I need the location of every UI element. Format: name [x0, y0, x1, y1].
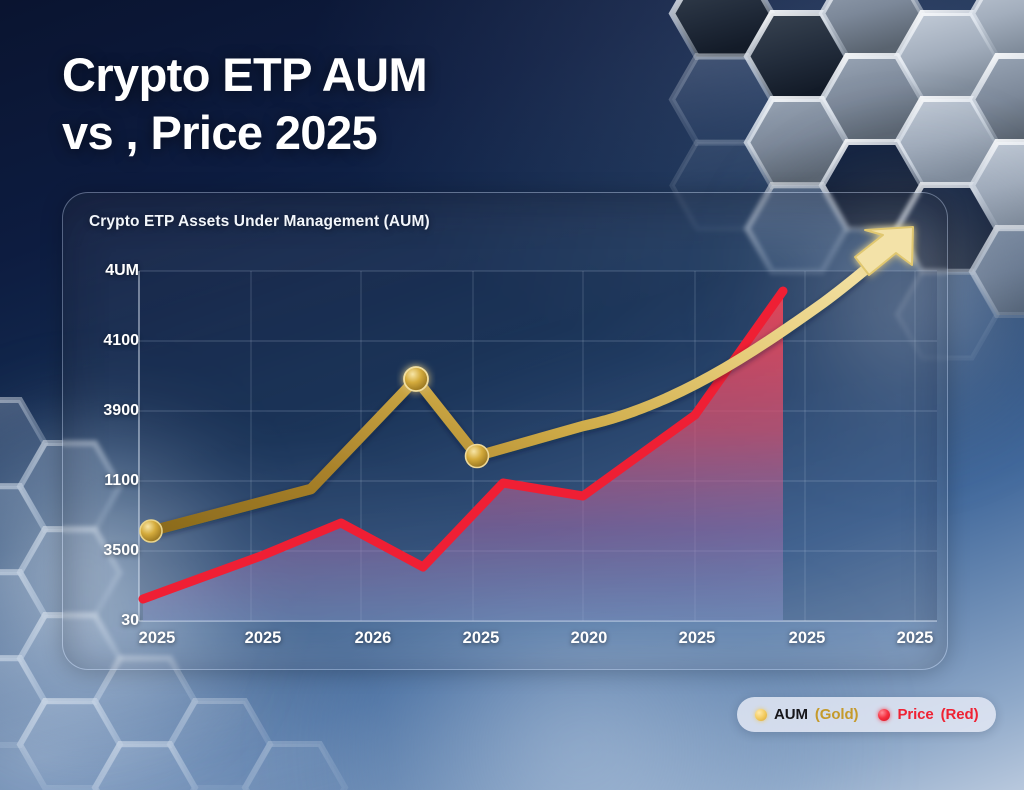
x-tick-5: 2025: [678, 629, 716, 647]
price-area-series: [143, 291, 783, 621]
y-tick-5: 30: [121, 612, 139, 629]
price-line-series: [138, 286, 788, 604]
page-title: Crypto ETP AUM vs , Price 2025: [62, 48, 428, 160]
x-axis: 2025 2025 2026 2025 2020 2025 2025 2025: [63, 629, 949, 659]
y-tick-0: 4UM: [105, 262, 139, 279]
x-tick-6: 2025: [788, 629, 826, 647]
legend-label-price: Price: [897, 706, 934, 723]
red-dot-icon: [878, 708, 891, 721]
x-tick-4: 2020: [570, 629, 608, 647]
legend-qualifier-price: (Red): [940, 706, 979, 723]
x-tick-1: 2025: [244, 629, 282, 647]
aum-line-series: [145, 239, 901, 537]
legend-item-aum[interactable]: AUM (Gold): [755, 706, 859, 723]
x-tick-0: 2025: [138, 629, 176, 647]
x-tick-7: 2025: [896, 629, 934, 647]
legend-item-price[interactable]: Price (Red): [878, 706, 979, 723]
y-tick-1: 4100: [103, 332, 139, 349]
chart-card: Crypto ETP Assets Under Management (AUM): [62, 192, 948, 670]
gold-arrow-icon: [854, 226, 914, 276]
y-axis: 4UM 4100 3900 1100 3500 30: [67, 193, 139, 671]
legend-qualifier-aum: (Gold): [814, 706, 859, 723]
y-tick-4: 3500: [103, 542, 139, 559]
x-tick-3: 2025: [462, 629, 500, 647]
legend-label-aum: AUM: [774, 706, 808, 723]
aum-data-markers: [139, 366, 490, 543]
chart-plot: [138, 226, 937, 622]
y-tick-2: 3900: [103, 402, 139, 419]
chart-title: Crypto ETP Assets Under Management (AUM): [89, 213, 430, 230]
x-tick-2: 2026: [354, 629, 392, 647]
chart-legend: AUM (Gold) Price (Red): [737, 697, 997, 732]
y-tick-3: 1100: [104, 472, 139, 489]
gold-dot-icon: [755, 708, 767, 721]
